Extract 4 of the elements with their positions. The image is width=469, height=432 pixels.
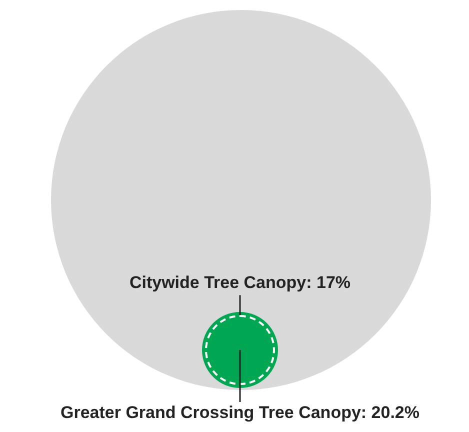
category-label: Greater Grand Crossing Tree Canopy <box>60 403 362 422</box>
data-label: : 17% <box>306 273 351 292</box>
category-label: Citywide Tree Canopy <box>129 273 307 292</box>
data-label: : 20.2% <box>360 403 420 422</box>
